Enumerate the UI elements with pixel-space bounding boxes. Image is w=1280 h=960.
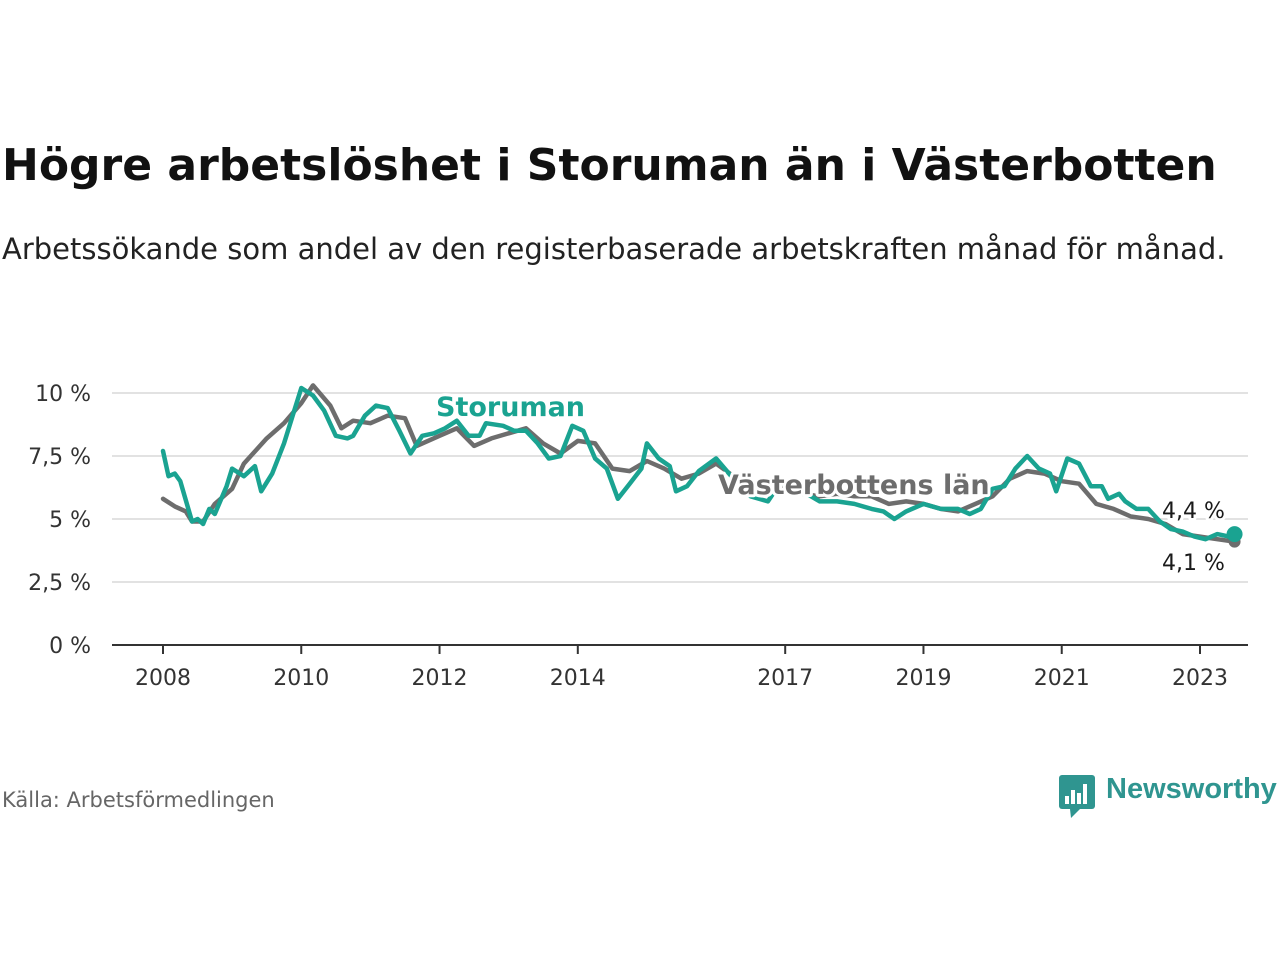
series-label-storuman: Storuman	[436, 392, 585, 423]
series-lines	[160, 383, 1243, 548]
x-tick-label: 2012	[412, 666, 468, 691]
chart-bubble-icon	[1059, 775, 1095, 818]
line-chart: 0 % 2,5 % 5 % 7,5 % 10 % 2008 2010 2012 2014 2017…	[28, 382, 1248, 691]
chart-labels: Storuman Västerbottens län 4,4 % 4,1 %	[433, 389, 1228, 579]
brand-name: Newsworthy	[1106, 773, 1277, 805]
series-line-storuman	[160, 385, 1237, 542]
axes: 0 % 2,5 % 5 % 7,5 % 10 % 2008 2010 2012 2014 2017…	[28, 382, 1248, 691]
end-label-vasterbotten: 4,1 %	[1162, 551, 1225, 576]
y-tick-label: 10 %	[35, 382, 91, 407]
source-note: Källa: Arbetsförmedlingen	[2, 788, 275, 812]
chart-title: Högre arbetslöshet i Storuman än i Väste…	[2, 140, 1217, 191]
x-tick-label: 2008	[135, 666, 191, 691]
y-tick-label: 5 %	[49, 508, 91, 533]
y-tick-label: 2,5 %	[28, 571, 91, 596]
y-tick-label: 7,5 %	[28, 445, 91, 470]
x-tick-label: 2017	[757, 666, 813, 691]
x-tick-label: 2019	[895, 666, 951, 691]
x-tick-label: 2021	[1034, 666, 1090, 691]
newsworthy-logo[interactable]: Newsworthy	[1058, 772, 1280, 820]
x-tick-label: 2010	[273, 666, 329, 691]
y-tick-label: 0 %	[49, 634, 91, 659]
x-tick-label: 2023	[1172, 666, 1228, 691]
end-label-storuman: 4,4 %	[1162, 499, 1225, 524]
end-point-storuman	[1226, 526, 1243, 543]
x-tick-label: 2014	[550, 666, 606, 691]
series-label-vasterbotten: Västerbottens län	[718, 470, 990, 501]
chart-subtitle: Arbetssökande som andel av den registerb…	[2, 232, 1226, 266]
